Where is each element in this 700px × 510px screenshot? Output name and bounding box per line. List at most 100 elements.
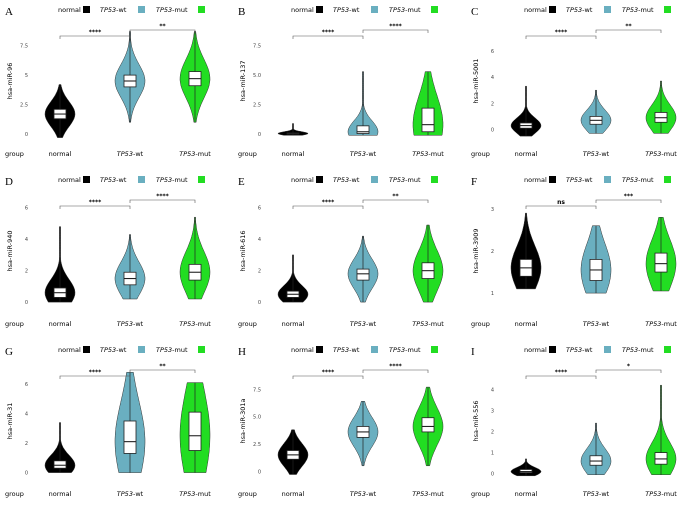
- x-tick-label: TP53-mut: [645, 490, 677, 498]
- y-axis-label: hsa-miR-137: [239, 61, 247, 102]
- y-tick-label: 0: [25, 132, 28, 138]
- legend-label-mut: TP53-mut: [622, 6, 654, 14]
- sig-label: ****: [555, 29, 568, 36]
- x-tick-label: TP53-wt: [583, 490, 610, 498]
- sig-bracket: [129, 199, 196, 203]
- legend-swatch-wt: [371, 176, 378, 183]
- sig-bracket: [525, 375, 597, 379]
- x-tick-label: normal: [49, 320, 72, 328]
- legend-label-mut: TP53-mut: [389, 176, 421, 184]
- legend-swatch-mut: [431, 346, 438, 353]
- legend-swatch-wt: [371, 346, 378, 353]
- sig-bracket: [362, 199, 429, 203]
- group-label: group: [5, 320, 24, 328]
- legend-swatch-normal: [549, 176, 556, 183]
- y-tick-label: 6: [25, 382, 28, 388]
- box-mut: [654, 252, 668, 273]
- legend-label-normal: normal: [291, 346, 314, 354]
- x-tick-label: normal: [515, 320, 538, 328]
- y-tick-label: 1: [491, 291, 494, 297]
- y-tick-label: 0: [258, 469, 261, 475]
- sig-bracket: [595, 369, 662, 373]
- group-label: group: [5, 490, 24, 498]
- sig-label: *: [627, 363, 631, 370]
- x-tick-label: TP53-wt: [583, 320, 610, 328]
- legend-label-wt: TP53-wt: [333, 346, 360, 354]
- legend-label-wt: TP53-wt: [100, 6, 127, 14]
- y-axis-label: hsa-miR-31: [6, 403, 14, 440]
- y-tick-label: 0: [258, 300, 261, 306]
- box-mut: [421, 417, 435, 433]
- legend-label-normal: normal: [524, 176, 547, 184]
- x-tick-label: TP53-mut: [179, 150, 211, 158]
- legend-swatch-normal: [83, 176, 90, 183]
- legend-label-mut: TP53-mut: [389, 346, 421, 354]
- panel-letter: F: [471, 176, 477, 188]
- y-axis-label: hsa-miR-5001: [472, 58, 480, 103]
- sig-bracket: [59, 35, 131, 39]
- legend-swatch-mut: [664, 346, 671, 353]
- legend-label-normal: normal: [58, 6, 81, 14]
- legend-swatch-mut: [664, 6, 671, 13]
- sig-label: **: [159, 23, 166, 30]
- legend-swatch-mut: [198, 6, 205, 13]
- legend-label-wt: TP53-wt: [566, 6, 593, 14]
- legend-swatch-normal: [316, 346, 323, 353]
- y-tick-label: 1: [491, 451, 494, 457]
- legend-label-normal: normal: [58, 346, 81, 354]
- x-tick-label: TP53-wt: [350, 150, 377, 158]
- legend-label-mut: TP53-mut: [156, 346, 188, 354]
- sig-label: **: [625, 23, 632, 30]
- y-tick-label: 4: [258, 237, 261, 243]
- group-label: group: [238, 320, 257, 328]
- x-tick-label: normal: [515, 490, 538, 498]
- y-tick-label: 3: [491, 207, 494, 213]
- box-wt: [123, 420, 137, 454]
- y-tick-label: 4: [25, 412, 28, 418]
- y-tick-label: 2: [491, 430, 494, 436]
- y-tick-label: 5.0: [253, 415, 261, 421]
- sig-label: ****: [89, 199, 102, 206]
- sig-bracket: [292, 35, 364, 39]
- legend-label-normal: normal: [58, 176, 81, 184]
- legend-swatch-mut: [664, 176, 671, 183]
- y-tick-label: 2: [25, 441, 28, 447]
- y-tick-label: 0: [258, 132, 261, 138]
- legend-swatch-wt: [604, 6, 611, 13]
- box-normal: [53, 460, 67, 469]
- panel-letter: E: [238, 176, 245, 188]
- legend-label-wt: TP53-wt: [566, 176, 593, 184]
- y-axis-label: hsa-miR-3909: [472, 228, 480, 273]
- x-tick-label: TP53-wt: [117, 150, 144, 158]
- sig-bracket: [595, 199, 662, 203]
- box-mut: [188, 411, 202, 451]
- y-tick-label: 2.5: [20, 103, 28, 109]
- legend-label-mut: TP53-mut: [389, 6, 421, 14]
- y-tick-label: 0: [491, 128, 494, 134]
- x-tick-label: normal: [282, 320, 305, 328]
- legend-label-wt: TP53-wt: [566, 346, 593, 354]
- sig-label: ****: [322, 29, 335, 36]
- legend-label-mut: TP53-mut: [156, 6, 188, 14]
- x-tick-label: normal: [49, 490, 72, 498]
- y-axis-label: hsa-miR-301a: [239, 399, 247, 444]
- x-tick-label: TP53-mut: [412, 490, 444, 498]
- y-tick-label: 5: [25, 73, 28, 79]
- x-tick-label: normal: [49, 150, 72, 158]
- legend-label-wt: TP53-wt: [333, 6, 360, 14]
- legend-label-normal: normal: [524, 346, 547, 354]
- sig-label: ****: [389, 363, 402, 370]
- x-tick-label: TP53-wt: [583, 150, 610, 158]
- sig-label: **: [159, 363, 166, 370]
- sig-bracket: [525, 35, 597, 39]
- legend-swatch-normal: [83, 346, 90, 353]
- box-mut: [421, 107, 435, 133]
- y-tick-label: 4: [25, 237, 28, 243]
- x-tick-label: TP53-mut: [179, 320, 211, 328]
